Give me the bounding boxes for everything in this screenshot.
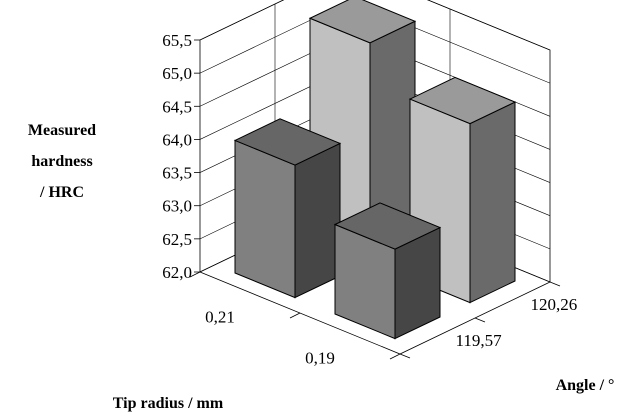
y-tick-label: 64,0 <box>162 130 192 149</box>
bar-side-face <box>294 142 341 299</box>
y-axis-label-line-3: / HRC <box>39 184 84 201</box>
y-tick-label: 63,5 <box>162 164 192 183</box>
z-tick-label: 120,26 <box>531 295 578 314</box>
y-tick-label: 62,0 <box>162 263 192 282</box>
gridline <box>199 0 551 51</box>
y-axis-label-line-1: Measured <box>28 122 96 139</box>
x-tick-mark <box>389 353 401 360</box>
bar <box>308 0 417 263</box>
bar <box>233 118 342 299</box>
x-tick-mark <box>289 312 301 319</box>
x-tick-mark <box>189 271 201 278</box>
x-tick-label: 0,19 <box>305 349 335 368</box>
y-tick-label: 62,5 <box>162 230 192 249</box>
z-tick-mark <box>399 353 411 359</box>
y-tick-label: 65,0 <box>162 64 192 83</box>
bars <box>233 0 517 340</box>
bar-top-face <box>408 76 517 125</box>
bar-top-face <box>233 118 342 166</box>
z-axis-label: Angle / ° <box>556 377 615 394</box>
z-tick-mark <box>474 317 486 323</box>
z-tick-mark <box>549 281 561 287</box>
bar-top-face <box>333 202 442 250</box>
z-tick-label: 119,57 <box>456 331 503 350</box>
y-tick-labels: 62,0 62,5 63,0 63,5 64,0 64,5 65,0 65,5 <box>162 31 192 282</box>
x-axis-label: Tip radius / mm <box>113 395 224 412</box>
x-tick-labels: 0,21 0,19 <box>189 271 401 368</box>
y-tick-label: 65,5 <box>162 31 192 50</box>
bar-front-face <box>234 139 296 299</box>
x-tick-label: 0,21 <box>205 308 235 327</box>
bar <box>333 202 442 340</box>
bar-top-face <box>308 0 417 44</box>
y-axis-label-line-2: hardness <box>31 153 92 170</box>
bar-side-face <box>469 101 516 304</box>
y-tick-label: 63,0 <box>162 197 192 216</box>
y-tick-label: 64,5 <box>162 97 192 116</box>
z-tick-labels: 119,57 120,26 <box>399 281 578 359</box>
